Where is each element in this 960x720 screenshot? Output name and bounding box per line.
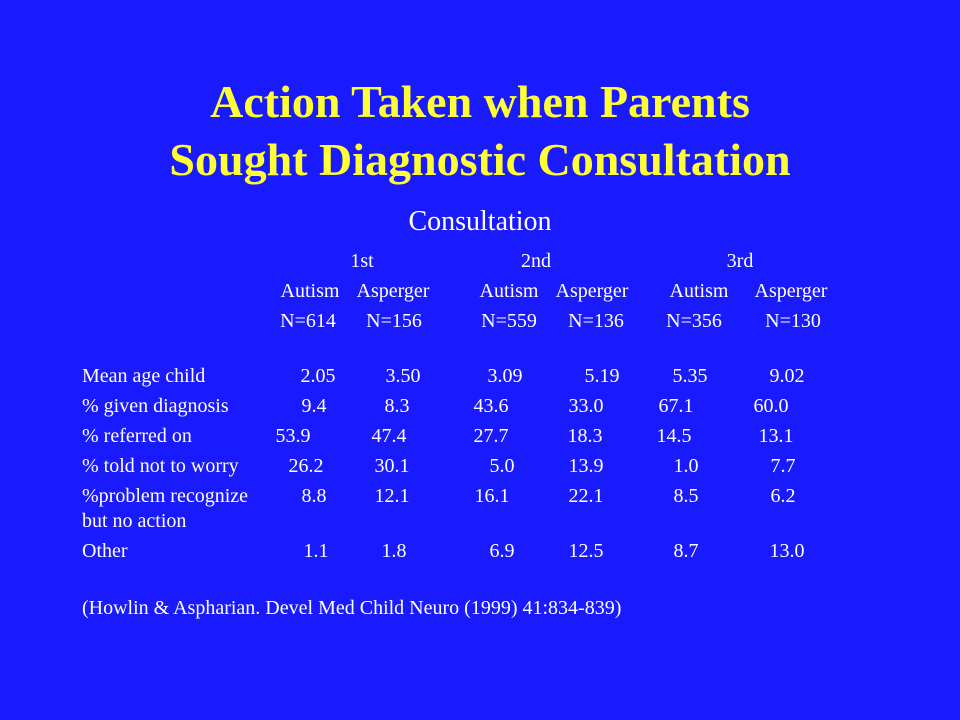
table-cell: 14.5 xyxy=(656,425,692,447)
table-cell: 8.3 xyxy=(384,395,410,417)
header-sample-size: N=136 xyxy=(568,310,624,332)
table-cell: 8.5 xyxy=(673,485,699,507)
header-group: Asperger xyxy=(754,280,828,302)
header-consultation-1st: 1st xyxy=(350,250,374,272)
table-cell: 18.3 xyxy=(567,425,603,447)
table-cell: 30.1 xyxy=(374,455,410,477)
table-cell: 1.1 xyxy=(303,540,329,562)
table-cell: 8.8 xyxy=(301,485,327,507)
row-label-referred-on: % referred on xyxy=(82,425,192,447)
table-cell: 13.0 xyxy=(769,540,805,562)
table-cell: 2.05 xyxy=(300,365,336,387)
header-consultation-3rd: 3rd xyxy=(726,250,754,272)
row-label-problem-recognized: %problem recognize xyxy=(82,485,249,507)
table-cell: 3.50 xyxy=(385,365,421,387)
table-cell: 22.1 xyxy=(568,485,604,507)
table-cell: 9.02 xyxy=(769,365,805,387)
table-cell: 3.09 xyxy=(487,365,523,387)
table-cell: 8.7 xyxy=(673,540,699,562)
header-sample-size: N=614 xyxy=(280,310,336,332)
table-cell: 7.7 xyxy=(770,455,796,477)
table-cell: 13.1 xyxy=(758,425,794,447)
row-label-other: Other xyxy=(82,540,128,562)
header-group: Autism xyxy=(280,280,340,302)
table-cell: 1.0 xyxy=(673,455,699,477)
row-label-mean-age: Mean age child xyxy=(82,365,206,387)
header-sample-size: N=559 xyxy=(481,310,537,332)
header-consultation-2nd: 2nd xyxy=(521,250,551,272)
header-group: Autism xyxy=(479,280,539,302)
slide-title-line-2: Sought Diagnostic Consultation xyxy=(169,134,791,185)
citation: (Howlin & Aspharian. Devel Med Child Neu… xyxy=(82,597,622,619)
table-cell: 47.4 xyxy=(371,425,407,447)
row-label-told-not-to-worry: % told not to worry xyxy=(82,455,239,477)
table-cell: 60.0 xyxy=(753,395,789,417)
table-cell: 1.8 xyxy=(381,540,407,562)
row-label-given-diagnosis: % given diagnosis xyxy=(82,395,229,417)
table-cell: 33.0 xyxy=(568,395,604,417)
table-cell: 5.0 xyxy=(489,455,515,477)
header-group: Asperger xyxy=(356,280,430,302)
table-cell: 16.1 xyxy=(474,485,510,507)
table-cell: 53.9 xyxy=(275,425,311,447)
table-cell: 12.1 xyxy=(374,485,410,507)
table-cell: 43.6 xyxy=(473,395,509,417)
header-group: Autism xyxy=(669,280,729,302)
row-label-problem-recognized-line-2: but no action xyxy=(82,510,187,532)
header-sample-size: N=130 xyxy=(765,310,821,332)
table-cell: 13.9 xyxy=(568,455,604,477)
table-cell: 67.1 xyxy=(658,395,694,417)
table-caption: Consultation xyxy=(408,206,552,237)
table-cell: 9.4 xyxy=(301,395,327,417)
table-cell: 5.35 xyxy=(672,365,708,387)
slide-title-line-1: Action Taken when Parents xyxy=(210,76,750,127)
table-cell: 5.19 xyxy=(584,365,620,387)
table-cell: 6.2 xyxy=(770,485,796,507)
table-cell: 12.5 xyxy=(568,540,604,562)
table-cell: 27.7 xyxy=(473,425,509,447)
table-cell: 26.2 xyxy=(288,455,324,477)
table-cell: 6.9 xyxy=(489,540,515,562)
header-sample-size: N=356 xyxy=(666,310,722,332)
header-group: Asperger xyxy=(555,280,629,302)
header-sample-size: N=156 xyxy=(366,310,422,332)
